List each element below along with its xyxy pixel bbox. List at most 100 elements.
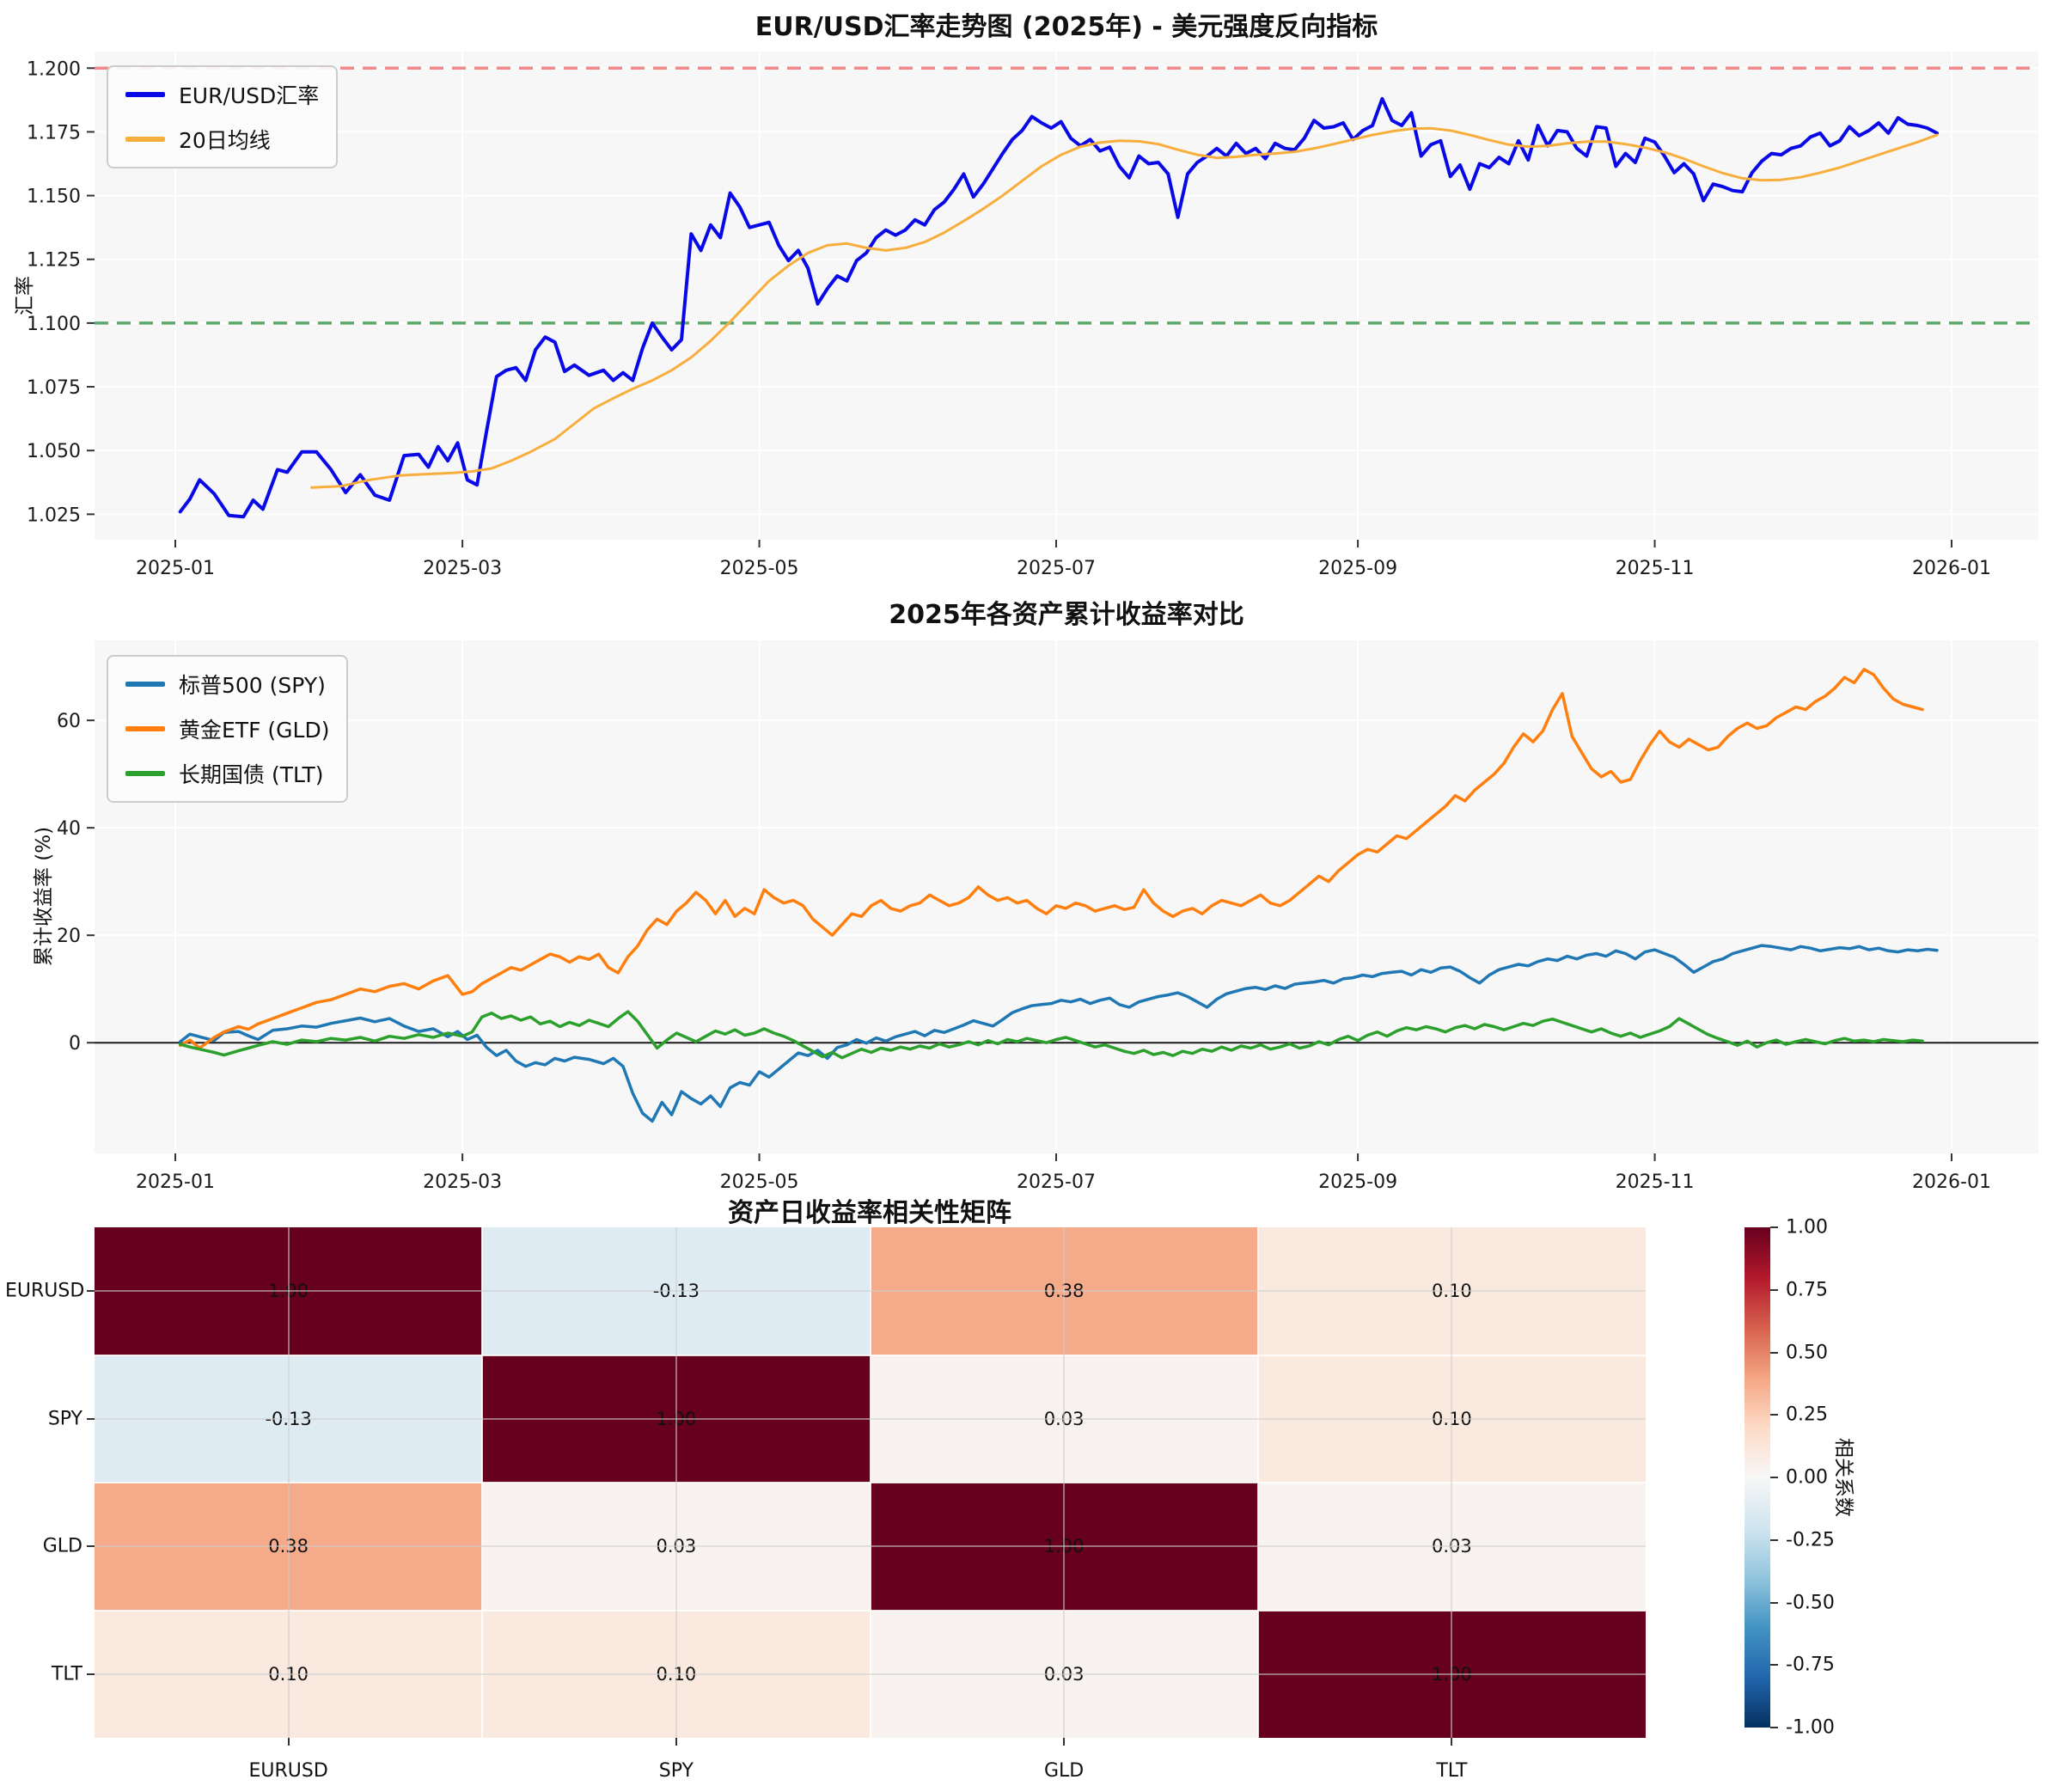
x-tick-label: 2025-01 [136,1171,215,1193]
x-tick-label: 2025-05 [720,1171,799,1193]
heatmap-gridline [95,1673,1646,1675]
heatmap-gridline [1063,1227,1066,1738]
returns-legend: 标普500 (SPY) 黄金ETF (GLD) 长期国债 (TLT) [107,655,349,803]
heatmap-row-label: GLD [42,1535,82,1557]
colorbar-tick-mark [1770,1477,1778,1478]
heatmap-cell-edge [95,1482,1646,1483]
x-tick-label: 2025-03 [423,1171,502,1193]
colorbar-tick-label: -0.25 [1786,1529,1835,1551]
colorbar-tick-label: 0.50 [1786,1342,1828,1363]
returns-legend-item-gld: 黄金ETF (GLD) [125,713,329,744]
gld-line-label: 黄金ETF (GLD) [179,718,330,743]
heatmap-gridline [95,1417,1646,1420]
colorbar-tick-mark [1770,1414,1778,1416]
colorbar-tick-label: -0.50 [1786,1592,1835,1613]
tlt-line-swatch [125,771,165,776]
heatmap-x-tick-mark [1063,1738,1066,1746]
spy-line-swatch [125,682,165,687]
fx-rate-line-label: EUR/USD汇率 [179,83,320,108]
tlt-line-label: 长期国债 (TLT) [179,762,324,787]
heatmap-gridline [675,1227,677,1738]
y-tick-label: 0 [69,1033,81,1055]
x-tick-label: 2026-01 [1912,558,1991,579]
fx-chart-title: EUR/USD汇率走势图 (2025年) - 美元强度反向指标 [755,12,1378,42]
colorbar-tick-mark [1770,1226,1778,1228]
colorbar-tick-label: 0.25 [1786,1404,1828,1426]
heatmap-gridline [1451,1227,1453,1738]
heatmap-col-label: EURUSD [248,1760,328,1782]
corr-matrix-title: 资产日收益率相关性矩阵 [728,1198,1011,1228]
heatmap-col-label: SPY [658,1760,694,1782]
y-tick-label: 1.150 [27,187,81,208]
heatmap-y-tick-mark [87,1673,95,1675]
colorbar-tick-mark [1770,1538,1778,1541]
colorbar-tick-mark [1770,1351,1778,1354]
heatmap-row-label: SPY [47,1408,82,1430]
colorbar-tick-label: 1.00 [1786,1216,1828,1238]
correlation-heatmap: 1.00-0.130.380.10-0.131.000.030.100.380.… [95,1227,1646,1738]
fx-ma-line-label: 20日均线 [179,128,271,153]
plot-background [95,52,2038,540]
heatmap-gridline [287,1227,290,1738]
heatmap-cell-edge [1256,1227,1259,1738]
gld-line-swatch [125,726,165,731]
x-tick-label: 2025-09 [1318,558,1397,579]
spy-line-label: 标普500 (SPY) [179,673,326,698]
colorbar-tick-label: -0.75 [1786,1654,1835,1676]
x-tick-label: 2025-01 [136,558,215,579]
heatmap-cell-edge [95,1609,1646,1612]
y-tick-label: 1.100 [27,314,81,335]
heatmap-row-label: TLT [51,1663,82,1685]
y-tick-label: 20 [57,926,81,947]
series-line [178,96,1939,519]
colorbar-tick-mark [1770,1601,1778,1604]
colorbar-tick-label: 0.75 [1786,1279,1828,1301]
colorbar-tick-label: -1.00 [1786,1716,1835,1739]
y-tick-label: 1.125 [27,250,81,272]
heatmap-col-label: TLT [1436,1760,1468,1782]
y-tick-label: 60 [57,711,81,732]
x-tick-label: 2025-07 [1017,1171,1096,1193]
heatmap-row-label: EURUSD [5,1280,85,1302]
returns-legend-item-spy: 标普500 (SPY) [125,669,329,700]
y-tick-label: 40 [57,818,81,840]
heatmap-gridline [95,1290,1646,1293]
y-tick-label: 1.025 [27,505,81,526]
series-line [310,126,1939,489]
series-line [178,944,1939,1123]
fx-legend: EUR/USD汇率 20日均线 [107,65,339,168]
x-tick-label: 2025-09 [1318,1171,1397,1193]
series-line [178,1010,1924,1060]
heatmap-gridline [95,1545,1646,1548]
returns-legend-item-tlt: 长期国债 (TLT) [125,758,329,789]
plot-background [95,640,2038,1153]
y-tick-label: 1.200 [27,58,81,80]
x-tick-label: 2025-03 [423,558,502,579]
heatmap-x-tick-mark [287,1738,290,1746]
x-tick-label: 2025-05 [720,558,799,579]
colorbar-tick-mark [1770,1664,1778,1667]
y-tick-label: 1.175 [27,122,81,144]
x-tick-label: 2026-01 [1912,1171,1991,1193]
series-line [178,668,1924,1050]
x-tick-label: 2025-11 [1616,1171,1695,1193]
y-tick-label: 1.050 [27,441,81,462]
fx-legend-item-rate: EUR/USD汇率 [125,79,319,110]
heatmap-y-tick-mark [87,1417,95,1420]
fx-ma-line-swatch [125,137,165,142]
colorbar-tick-mark [1770,1727,1778,1728]
colorbar-tick-label: 0.00 [1786,1466,1828,1489]
x-tick-label: 2025-11 [1616,558,1695,579]
colorbar-tick-mark [1770,1288,1778,1291]
heatmap-x-tick-mark [1451,1738,1453,1746]
heatmap-x-tick-mark [675,1738,677,1746]
fx-rate-line-swatch [125,92,165,97]
returns-chart-title: 2025年各资产累计收益率对比 [889,600,1244,630]
heatmap-y-tick-mark [87,1545,95,1548]
fx-legend-item-ma: 20日均线 [125,124,319,155]
heatmap-y-tick-mark [87,1290,95,1293]
y-tick-label: 1.075 [27,377,81,399]
colorbar-gradient [1745,1227,1770,1728]
